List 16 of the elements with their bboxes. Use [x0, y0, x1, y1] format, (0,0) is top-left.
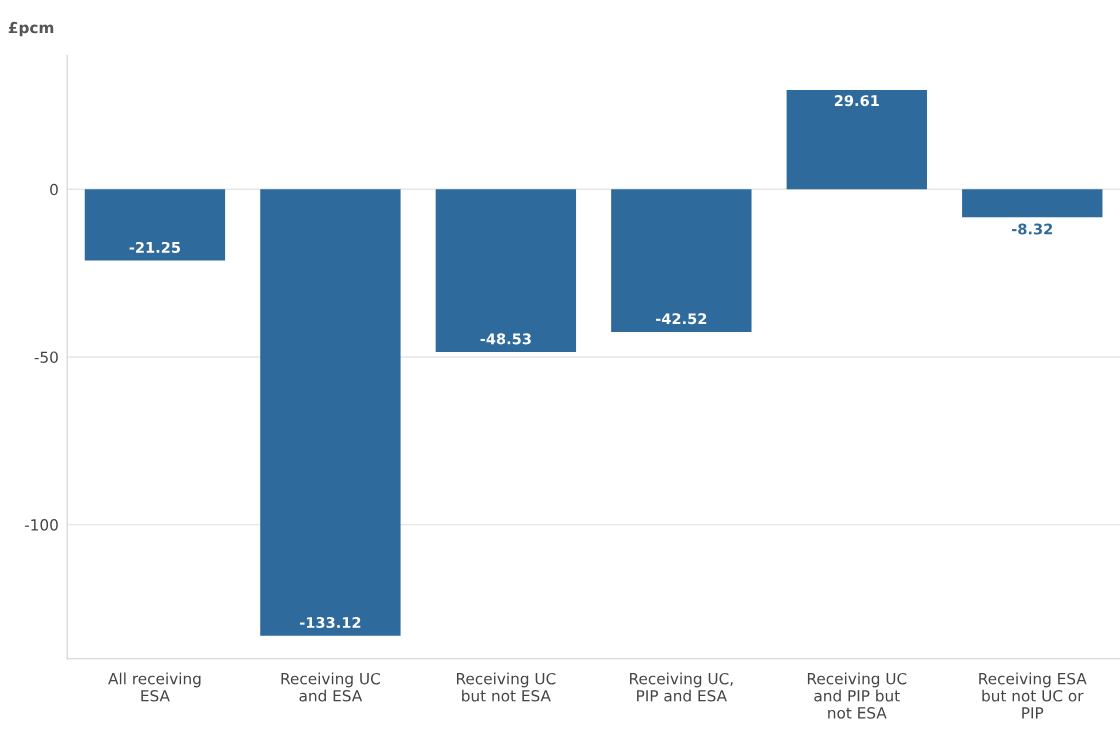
y-axis-title: £pcm [8, 21, 54, 37]
x-tick-label: Receiving UC, PIP and ESA [630, 672, 733, 702]
x-tick-label: All receiving ESA [108, 672, 201, 702]
y-tick-label: 0 [50, 183, 58, 196]
x-tick-label: Receiving ESA but not UC or PIP [979, 672, 1087, 719]
data-label: -48.53 [480, 333, 531, 345]
x-tick-label: Receiving UC but not ESA [456, 672, 556, 702]
y-tick-label: -100 [24, 519, 58, 531]
data-label: 29.61 [834, 95, 879, 107]
x-tick-label: Receiving UC and ESA [281, 672, 380, 702]
data-label: -8.32 [1012, 223, 1053, 235]
data-label: -133.12 [300, 616, 361, 628]
y-tick-label: -50 [34, 351, 58, 363]
x-tick-label: Receiving UC and PIP but not ESA [807, 672, 907, 719]
data-label: -21.25 [129, 241, 181, 253]
data-label: -42.52 [656, 313, 707, 325]
